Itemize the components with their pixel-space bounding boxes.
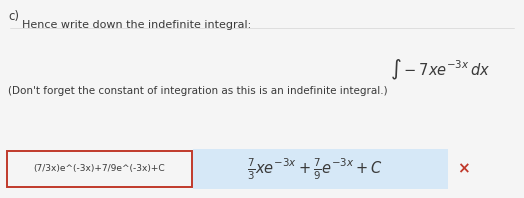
Text: $\mathbf{\times}$: $\mathbf{\times}$: [457, 162, 470, 176]
FancyBboxPatch shape: [7, 151, 192, 187]
Text: c): c): [8, 10, 19, 23]
Text: (7/3x)e^(-3x)+7/9e^(-3x)+C: (7/3x)e^(-3x)+7/9e^(-3x)+C: [34, 165, 165, 173]
Text: (Don't forget the constant of integration as this is an indefinite integral.): (Don't forget the constant of integratio…: [8, 86, 388, 96]
Text: $\frac{7}{3}xe^{-3x}+\frac{7}{9}e^{-3x}+C$: $\frac{7}{3}xe^{-3x}+\frac{7}{9}e^{-3x}+…: [247, 156, 384, 182]
Text: Hence write down the indefinite integral:: Hence write down the indefinite integral…: [22, 20, 251, 30]
Text: $\int -7xe^{-3x}\,dx$: $\int -7xe^{-3x}\,dx$: [389, 58, 490, 82]
FancyBboxPatch shape: [193, 149, 448, 189]
